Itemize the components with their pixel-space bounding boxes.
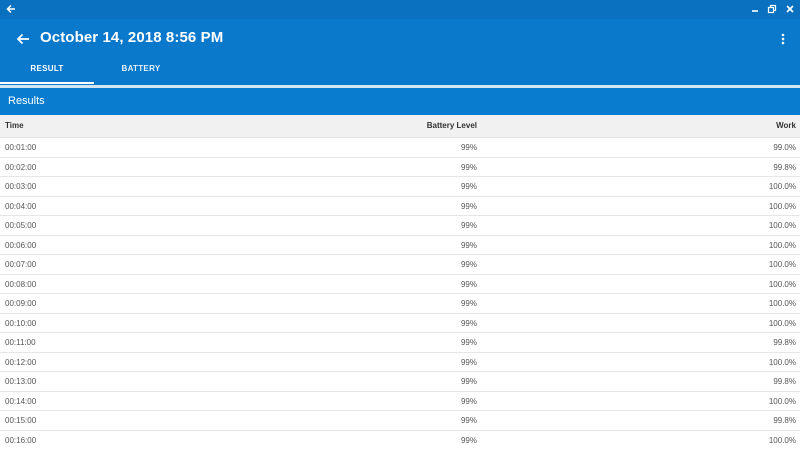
- table-row: 00:04:00 99% 100.0%: [0, 197, 800, 216]
- battery-level-cell: 99%: [460, 162, 477, 172]
- battery-level-cell: 99%: [460, 396, 477, 406]
- work-cell: 100.0%: [768, 396, 796, 406]
- more-vert-icon[interactable]: [778, 29, 788, 49]
- column-time: Time: [5, 121, 24, 130]
- work-cell: 100.0%: [768, 357, 796, 367]
- table-row: 00:13:00 99% 99.8%: [0, 372, 800, 392]
- battery-level-cell: 99%: [460, 435, 477, 445]
- time-cell: 00:15:00: [5, 416, 37, 425]
- table-row: 00:11:00 99% 99.8%: [0, 333, 800, 353]
- battery-level-cell: 99%: [460, 318, 477, 328]
- divider: [0, 85, 800, 88]
- column-work: Work: [776, 121, 796, 130]
- time-cell: 00:14:00: [5, 396, 37, 406]
- time-cell: 00:01:00: [5, 143, 37, 152]
- work-cell: 99.8%: [773, 162, 796, 172]
- work-cell: 99.8%: [773, 416, 796, 425]
- work-cell: 100.0%: [768, 221, 796, 230]
- work-cell: 100.0%: [768, 435, 796, 445]
- app-bar: October 14, 2018 8:56 PM RESULT BATTERY: [0, 19, 800, 85]
- table-row: 00:09:00 99% 100.0%: [0, 294, 800, 314]
- battery-level-cell: 99%: [460, 338, 477, 347]
- time-cell: 00:11:00: [5, 338, 36, 347]
- table-row: 00:01:00 99% 99.0%: [0, 138, 800, 158]
- time-cell: 00:02:00: [5, 162, 37, 172]
- results-header: Results: [0, 88, 800, 115]
- table-row: 00:08:00 99% 100.0%: [0, 275, 800, 294]
- tab-indicator: [0, 82, 94, 84]
- window-titlebar: [0, 0, 800, 19]
- minimize-icon[interactable]: [748, 2, 762, 16]
- battery-level-cell: 99%: [460, 182, 477, 191]
- table-row: 00:10:00 99% 100.0%: [0, 314, 800, 333]
- battery-level-cell: 99%: [460, 377, 477, 386]
- battery-level-cell: 99%: [460, 221, 477, 230]
- back-arrow-icon[interactable]: [13, 29, 33, 49]
- table-row: 00:05:00 99% 100.0%: [0, 216, 800, 236]
- table-row: 00:12:00 99% 100.0%: [0, 353, 800, 372]
- battery-level-cell: 99%: [460, 416, 477, 425]
- page-title: October 14, 2018 8:56 PM: [40, 29, 224, 46]
- window-back-icon[interactable]: [4, 2, 18, 16]
- table-row: 00:07:00 99% 100.0%: [0, 255, 800, 275]
- table-body[interactable]: 00:01:00 99% 99.0% 00:02:00 99% 99.8% 00:03:00…: [0, 138, 800, 449]
- battery-level-cell: 99%: [460, 357, 477, 367]
- work-cell: 100.0%: [768, 182, 796, 191]
- time-cell: 00:10:00: [5, 318, 37, 328]
- table-header: Time Battery Level Work: [0, 115, 800, 138]
- work-cell: 99.0%: [773, 143, 796, 152]
- battery-level-cell: 99%: [460, 299, 477, 308]
- battery-level-cell: 99%: [460, 279, 477, 289]
- battery-level-cell: 99%: [460, 240, 477, 250]
- tab-bar: RESULT BATTERY: [0, 59, 800, 85]
- tab-battery[interactable]: BATTERY: [121, 64, 161, 73]
- work-cell: 100.0%: [768, 318, 796, 328]
- tab-result[interactable]: RESULT: [30, 64, 64, 73]
- table-row: 00:06:00 99% 100.0%: [0, 236, 800, 255]
- time-cell: 00:08:00: [5, 279, 37, 289]
- work-cell: 100.0%: [768, 240, 796, 250]
- work-cell: 100.0%: [768, 279, 796, 289]
- table-row: 00:03:00 99% 100.0%: [0, 177, 800, 197]
- restore-icon[interactable]: [765, 2, 779, 16]
- table-row: 00:02:00 99% 99.8%: [0, 158, 800, 177]
- time-cell: 00:04:00: [5, 201, 37, 211]
- battery-level-cell: 99%: [460, 143, 477, 152]
- work-cell: 100.0%: [768, 299, 796, 308]
- time-cell: 00:16:00: [5, 435, 37, 445]
- time-cell: 00:12:00: [5, 357, 37, 367]
- table-row: 00:14:00 99% 100.0%: [0, 392, 800, 411]
- work-cell: 100.0%: [768, 260, 796, 269]
- time-cell: 00:06:00: [5, 240, 37, 250]
- time-cell: 00:03:00: [5, 182, 37, 191]
- close-icon[interactable]: [783, 2, 797, 16]
- results-table: Time Battery Level Work 00:01:00 99% 99.0%…: [0, 115, 800, 449]
- time-cell: 00:05:00: [5, 221, 37, 230]
- time-cell: 00:07:00: [5, 260, 37, 269]
- work-cell: 100.0%: [768, 201, 796, 211]
- table-row: 00:16:00 99% 100.0%: [0, 431, 800, 449]
- time-cell: 00:13:00: [5, 377, 37, 386]
- table-row: 00:15:00 99% 99.8%: [0, 411, 800, 431]
- battery-level-cell: 99%: [460, 201, 477, 211]
- work-cell: 99.8%: [773, 377, 796, 386]
- time-cell: 00:09:00: [5, 299, 37, 308]
- work-cell: 99.8%: [773, 338, 796, 347]
- column-battery-level: Battery Level: [426, 121, 477, 130]
- battery-level-cell: 99%: [460, 260, 477, 269]
